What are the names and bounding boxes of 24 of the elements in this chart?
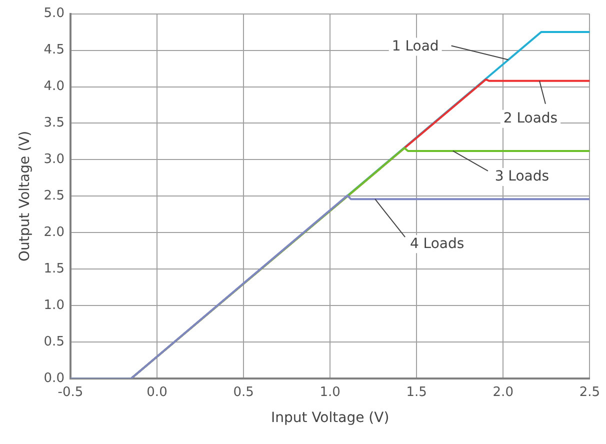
x-tick-label: 2.5 bbox=[579, 384, 600, 400]
annotation: 4 Loads bbox=[410, 236, 464, 252]
x-tick-label: -0.5 bbox=[58, 384, 84, 400]
annotation: 3 Loads bbox=[494, 168, 550, 185]
y-axis-title: Output Voltage (V) bbox=[17, 130, 34, 262]
y-tick-label: 4.0 bbox=[44, 79, 64, 94]
y-tick-label: 2.5 bbox=[44, 188, 64, 204]
x-tick-label: 1.0 bbox=[320, 384, 340, 400]
y-tick-label: 2.0 bbox=[44, 225, 64, 240]
annotation: 1 Load bbox=[392, 38, 439, 54]
y-tick-label: 5.0 bbox=[44, 6, 64, 22]
x-tick-label: 1.5 bbox=[406, 384, 427, 400]
y-tick-label: 1.5 bbox=[44, 262, 64, 277]
y-tick-label: 3.0 bbox=[44, 152, 64, 168]
y-tick-label: 1.0 bbox=[44, 298, 64, 314]
y-tick-label: 0.0 bbox=[44, 370, 64, 386]
y-tick-label: 4.5 bbox=[44, 42, 64, 58]
x-tick-label: 0.0 bbox=[146, 384, 168, 400]
x-tick-label: 0.5 bbox=[233, 384, 254, 400]
annotation: 2 Loads bbox=[503, 110, 558, 127]
x-axis-title: Input Voltage (V) bbox=[270, 410, 390, 426]
y-tick-label: 0.5 bbox=[44, 334, 64, 350]
x-tick-label: 2.0 bbox=[492, 384, 514, 400]
y-tick-label: 3.5 bbox=[44, 116, 64, 131]
